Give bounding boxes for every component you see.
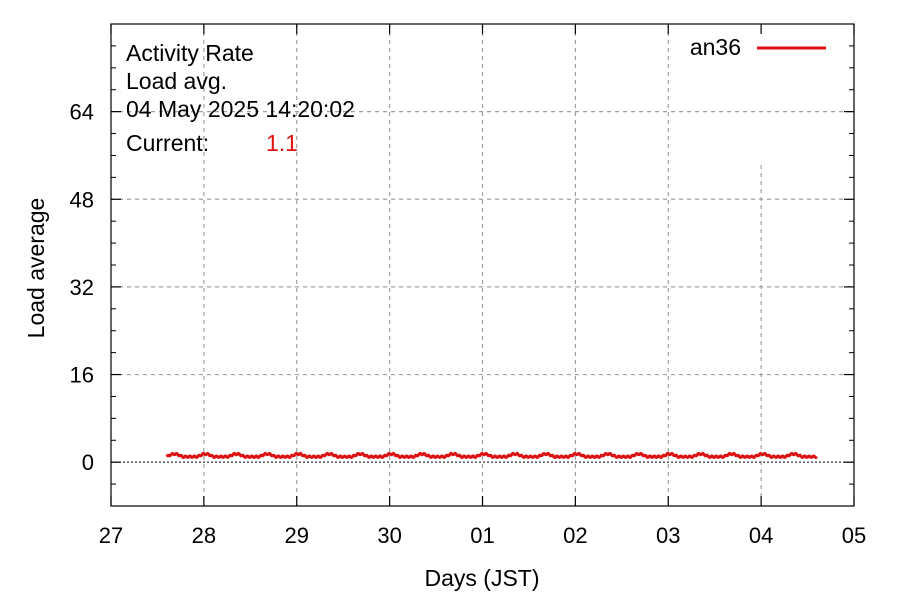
- y-tick-label-2: 32: [70, 275, 94, 300]
- x-tick-label-7: 04: [749, 523, 773, 548]
- x-tick-label-8: 05: [842, 523, 866, 548]
- y-tick-label-0: 0: [82, 450, 94, 475]
- x-axis-label: Days (JST): [425, 565, 540, 591]
- y-tick-label-4: 64: [70, 100, 94, 125]
- x-tick-label-2: 29: [285, 523, 309, 548]
- y-tick-label-1: 16: [70, 363, 94, 388]
- current-value: 1.1: [266, 130, 298, 156]
- current-label: Current:: [126, 130, 209, 156]
- title-line-3: 04 May 2025 14:20:02: [126, 96, 355, 122]
- title-line-2: Load avg.: [126, 68, 227, 94]
- y-tick-label-3: 48: [70, 187, 94, 212]
- x-tick-label-5: 02: [563, 523, 587, 548]
- x-tick-label-4: 01: [470, 523, 494, 548]
- x-tick-label-0: 27: [99, 523, 123, 548]
- title-line-1: Activity Rate: [126, 40, 254, 66]
- legend-entry-label: an36: [690, 34, 741, 60]
- series-layer: [165, 451, 818, 459]
- series-line-an36: [165, 451, 818, 459]
- grid-lines: [111, 24, 854, 506]
- x-tick-label-1: 28: [192, 523, 216, 548]
- x-tick-label-3: 30: [377, 523, 401, 548]
- x-tick-label-6: 03: [656, 523, 680, 548]
- y-axis-label: Load average: [23, 198, 49, 339]
- axis-ticks: 0 16 32 48 64 27 28 29 30 01 02 03 04 05: [70, 23, 866, 548]
